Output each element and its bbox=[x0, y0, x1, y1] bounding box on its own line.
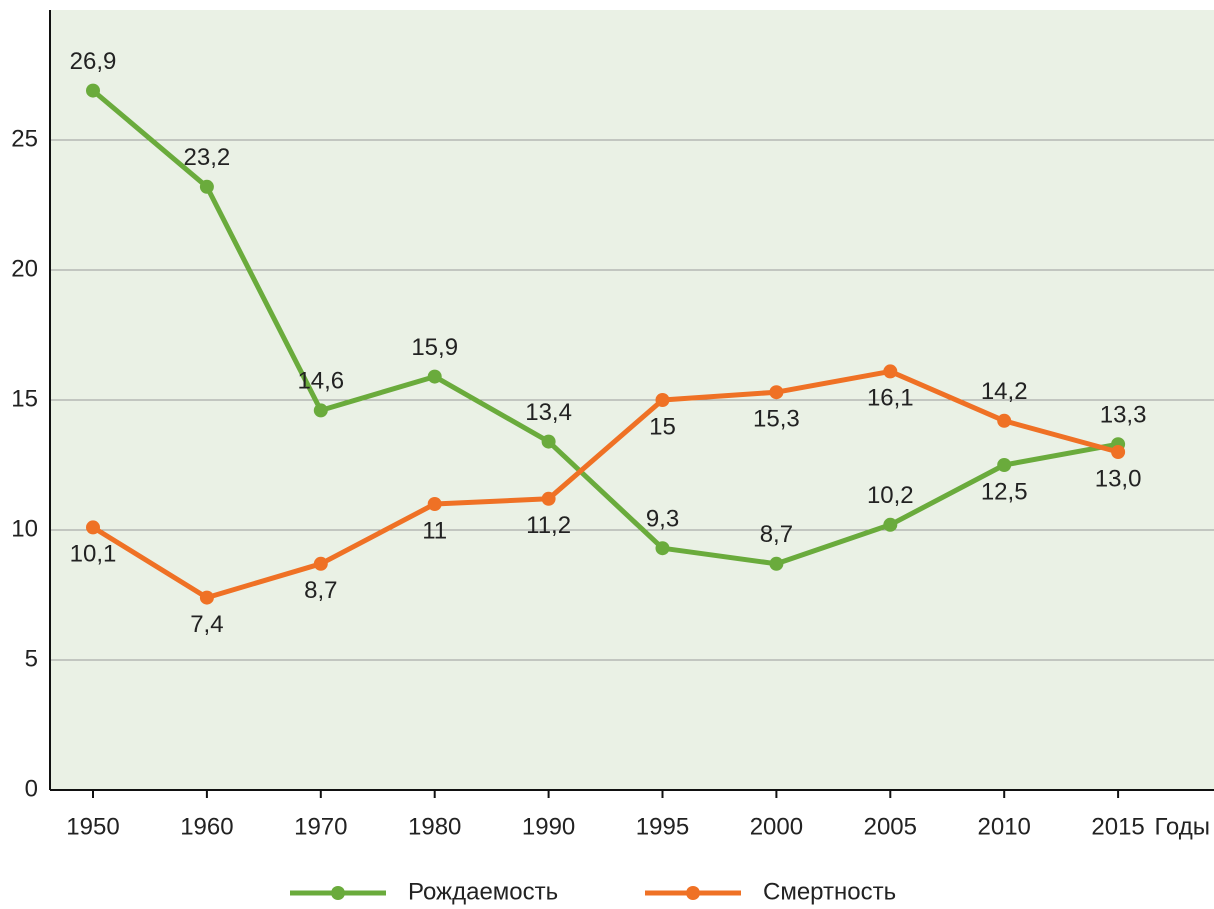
legend-marker bbox=[331, 886, 345, 900]
data-point bbox=[541, 491, 556, 506]
data-point bbox=[769, 556, 784, 571]
x-tick-label: 2015 bbox=[1091, 813, 1144, 840]
data-point bbox=[769, 385, 784, 400]
x-tick-label: 1960 bbox=[180, 813, 233, 840]
legend-label: Рождаемость bbox=[408, 878, 558, 905]
x-tick-label: 1980 bbox=[408, 813, 461, 840]
x-tick-label: 1950 bbox=[66, 813, 119, 840]
data-point bbox=[86, 83, 100, 98]
data-label: 13,4 bbox=[525, 399, 572, 426]
data-point bbox=[883, 364, 898, 379]
data-point bbox=[997, 413, 1012, 428]
series-line bbox=[91, 368, 1119, 601]
data-point bbox=[541, 434, 556, 449]
x-axis-label: Годы bbox=[1155, 813, 1210, 840]
data-label: 7,4 bbox=[190, 611, 223, 638]
data-label: 11,2 bbox=[526, 512, 571, 539]
data-point bbox=[199, 179, 214, 194]
data-label: 16,1 bbox=[867, 385, 914, 412]
data-point bbox=[199, 590, 214, 605]
data-point bbox=[427, 369, 442, 384]
data-label: 8,7 bbox=[304, 577, 337, 604]
data-point bbox=[655, 541, 670, 556]
data-label: 23,2 bbox=[184, 144, 231, 171]
data-point bbox=[313, 556, 328, 571]
data-label: 9,3 bbox=[646, 506, 679, 533]
data-point bbox=[313, 403, 328, 418]
data-label: 10,1 bbox=[70, 541, 117, 568]
legend-label: Смертность bbox=[763, 878, 896, 905]
data-label: 13,3 bbox=[1100, 402, 1147, 429]
x-tick-label: 1990 bbox=[522, 813, 575, 840]
series-line bbox=[91, 88, 1119, 567]
data-label: 14,6 bbox=[297, 368, 344, 395]
data-point bbox=[997, 458, 1012, 472]
x-tick-label: 2010 bbox=[978, 813, 1031, 840]
x-tick-label: 2005 bbox=[864, 813, 917, 840]
x-tick-label: 1970 bbox=[294, 813, 347, 840]
y-tick-label: 20 bbox=[11, 255, 38, 282]
data-point bbox=[655, 393, 670, 407]
data-point bbox=[1111, 445, 1126, 459]
data-label: 13,0 bbox=[1095, 465, 1142, 492]
y-tick-label: 5 bbox=[25, 645, 38, 672]
data-label: 15 bbox=[649, 413, 676, 440]
data-label: 15,9 bbox=[411, 334, 458, 361]
data-label: 14,2 bbox=[981, 378, 1028, 405]
data-point bbox=[883, 517, 898, 532]
legend-marker bbox=[686, 886, 700, 900]
data-point bbox=[86, 520, 100, 535]
x-tick-label: 2000 bbox=[750, 813, 803, 840]
data-label: 26,9 bbox=[70, 48, 117, 75]
data-label: 12,5 bbox=[981, 478, 1028, 505]
data-label: 11 bbox=[422, 517, 447, 544]
y-tick-label: 15 bbox=[11, 385, 38, 412]
y-tick-label: 0 bbox=[25, 775, 38, 802]
data-label: 15,3 bbox=[753, 406, 800, 433]
data-point bbox=[427, 497, 442, 511]
data-label: 10,2 bbox=[867, 482, 914, 509]
y-tick-label: 25 bbox=[11, 125, 38, 152]
data-label: 8,7 bbox=[760, 521, 793, 548]
y-tick-label: 10 bbox=[11, 515, 38, 542]
x-tick-label: 1995 bbox=[636, 813, 689, 840]
